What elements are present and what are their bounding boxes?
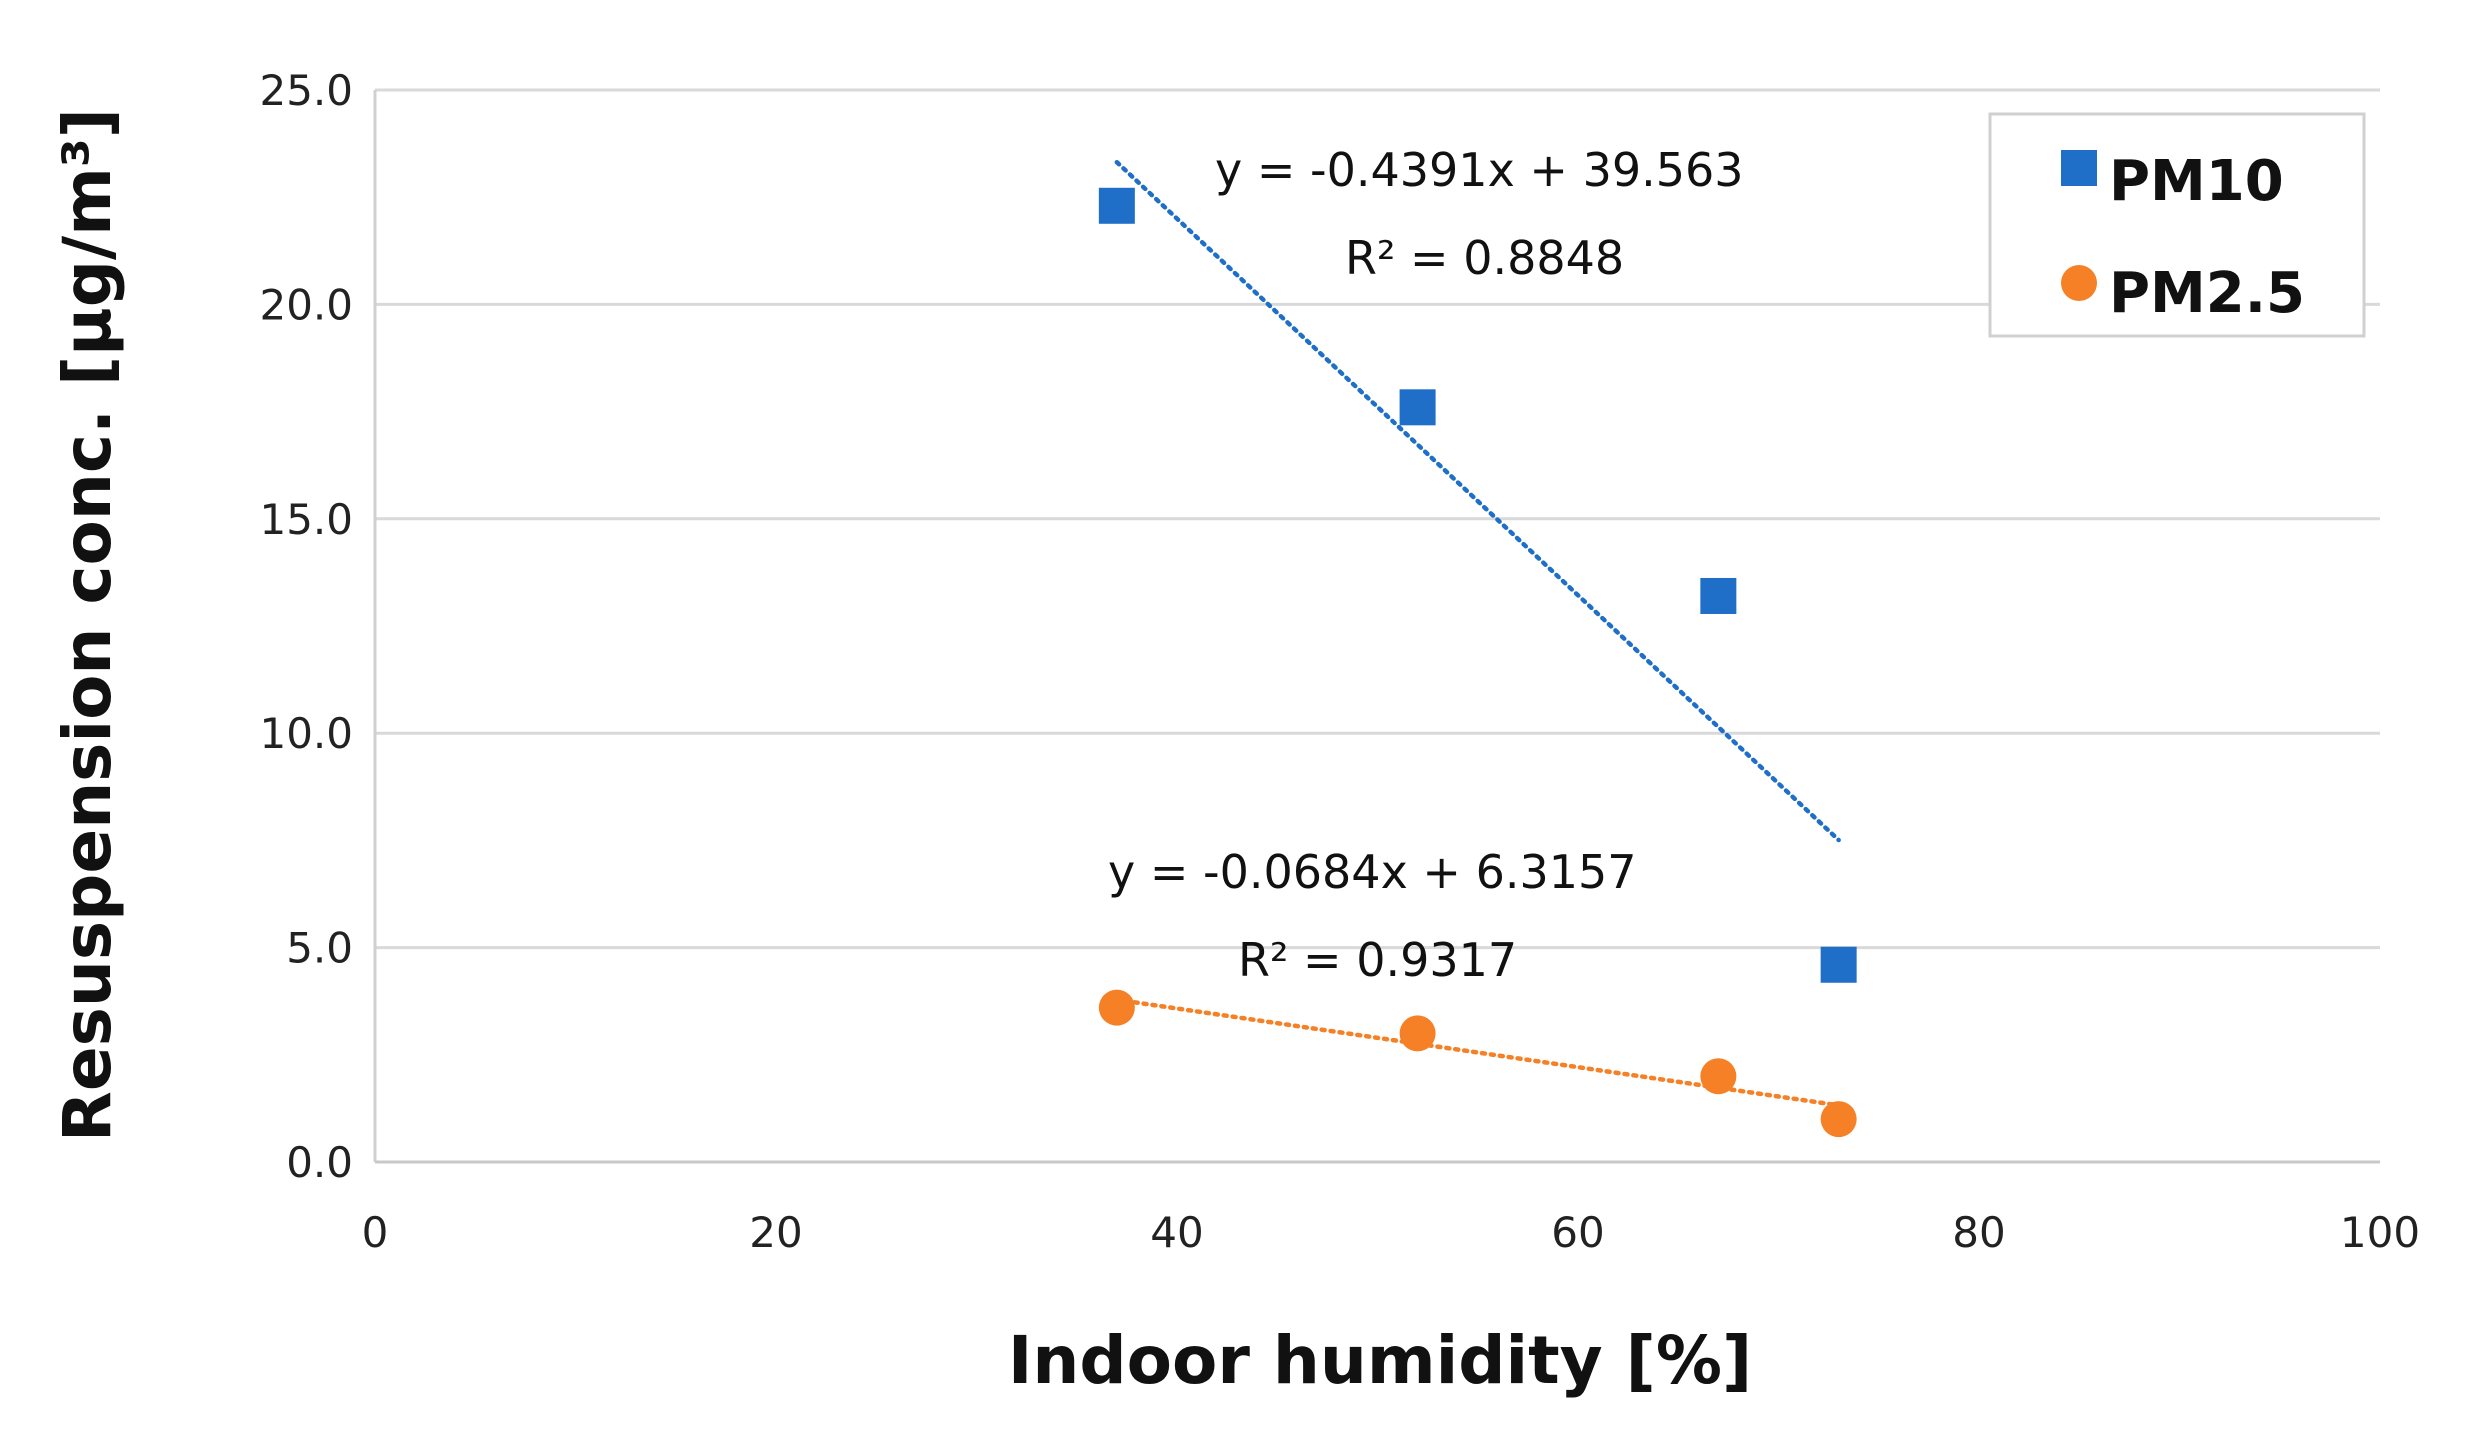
legend: PM10 PM2.5 — [1988, 112, 2366, 338]
pm10-data-point — [1700, 577, 1737, 614]
pm25-trendline-r2: R² = 0.9317 — [1238, 933, 1517, 987]
legend-box — [1988, 112, 2366, 338]
y-tick-label: 10.0 — [259, 709, 353, 758]
y-tick-label: 15.0 — [259, 495, 353, 544]
pm25-trendline-equation: y = -0.0684x + 6.3157 — [1108, 845, 1637, 899]
y-tick-label: 25.0 — [259, 66, 353, 115]
x-tick-label: 60 — [1551, 1208, 1604, 1257]
y-tick-label: 0.0 — [286, 1138, 353, 1187]
legend-marker-pm10 — [2061, 150, 2097, 186]
pm25-data-point — [1098, 989, 1135, 1026]
legend-label-pm10: PM10 — [2109, 149, 2284, 214]
data-point-layer — [1098, 187, 1857, 1138]
label-layer: Indoor humidity [%] Resuspension conc. [… — [49, 108, 1752, 1399]
pm10-data-point — [1820, 946, 1857, 983]
x-tick-label: 40 — [1150, 1208, 1203, 1257]
pm10-data-point — [1399, 389, 1436, 426]
pm25-data-point — [1399, 1015, 1436, 1052]
pm10-data-point — [1098, 187, 1135, 224]
y-tick-label: 5.0 — [286, 924, 353, 973]
axis-layer: 0.0 5.0 10.0 15.0 20.0 25.0 0 20 40 60 80 100 — [259, 66, 2420, 1257]
y-axis-title: Resuspension conc. [μg/m³] — [49, 108, 126, 1142]
legend-marker-pm25 — [2061, 265, 2097, 301]
x-tick-label: 20 — [749, 1208, 802, 1257]
x-tick-label: 100 — [2340, 1208, 2420, 1257]
y-tick-label: 20.0 — [259, 280, 353, 329]
pm25-data-point — [1700, 1058, 1737, 1095]
pm25-data-point — [1820, 1101, 1857, 1138]
x-tick-label: 0 — [362, 1208, 389, 1257]
pm10-trendline-r2: R² = 0.8848 — [1345, 231, 1624, 285]
x-axis-title: Indoor humidity [%] — [1008, 1322, 1752, 1399]
pm10-trendline — [1114, 159, 1841, 843]
pm10-trendline-equation: y = -0.4391x + 39.563 — [1215, 143, 1744, 197]
legend-label-pm25: PM2.5 — [2109, 261, 2305, 326]
x-tick-label: 80 — [1952, 1208, 2005, 1257]
